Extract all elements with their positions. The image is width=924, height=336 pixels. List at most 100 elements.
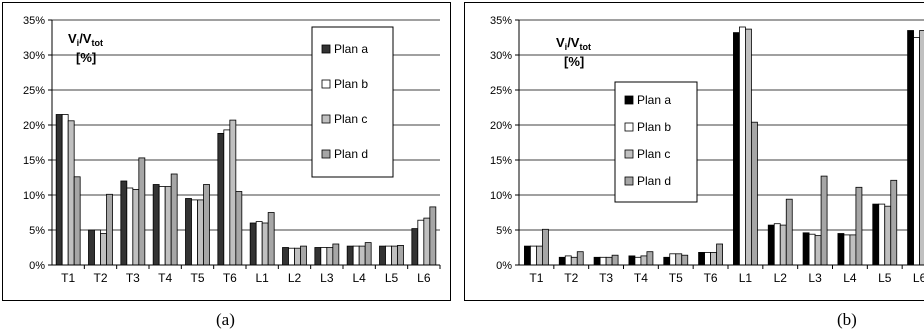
y-tick-label: 20%	[490, 120, 512, 132]
bar-T5-plan-c	[675, 253, 683, 266]
x-tick-label: T6	[223, 271, 237, 285]
bar-L4-plan-b	[352, 245, 360, 266]
bar-L5-plan-c	[391, 245, 398, 266]
bar-T5-plan-a	[663, 256, 671, 266]
y-title-main: V	[556, 35, 565, 50]
y-tick-label: 10%	[490, 190, 512, 202]
legend-label: Plan d	[637, 174, 671, 188]
bar-L4-plan-a	[837, 233, 845, 266]
bar-chart-b: 0% 5% 10% 15% 20% 25% 30% 35% T1 T2 T3 T4 T5 T6 L1 L2 L3…	[464, 2, 924, 301]
y-tick-label: 5%	[29, 225, 45, 237]
bar-L3-plan-a	[314, 247, 322, 266]
bar-L2-plan-b	[288, 247, 295, 266]
y-axis-unit: [%]	[76, 50, 96, 65]
bar-T6-plan-d	[235, 191, 243, 266]
y-title-slash: /V	[79, 31, 92, 46]
bar-L2-plan-b	[773, 223, 781, 266]
bar-T5-plan-d	[203, 184, 210, 266]
bar-L1-plan-d	[751, 121, 758, 266]
bar-T4-plan-a	[628, 255, 636, 266]
legend-label: Plan c	[334, 112, 367, 126]
y-title-main: V	[68, 31, 77, 46]
bar-T3-plan-d	[138, 157, 146, 266]
bar-L4-plan-d	[364, 242, 372, 266]
bar-T3-plan-a	[120, 180, 128, 266]
bar-L4-plan-c	[358, 245, 366, 266]
bar-L1-plan-c	[745, 28, 752, 266]
y-title-slash: /V	[567, 35, 580, 50]
caption-a: (a)	[216, 310, 235, 329]
x-tick-label: T2	[564, 271, 578, 285]
bar-T3-plan-d	[611, 254, 619, 266]
bar-chart-a: 0% 5% 10% 15% 20% 25% 30% 35% T1 T2 T3 T4 T5 T6 L1 L2 L3…	[2, 2, 451, 301]
bar-L2-plan-c	[294, 247, 301, 266]
bar-L1-plan-b	[739, 26, 746, 266]
bar-L6-plan-b	[417, 219, 425, 266]
bar-T4-plan-c	[164, 186, 172, 266]
bar-T3-plan-b	[126, 187, 134, 266]
bar-L2-plan-a	[282, 247, 289, 266]
x-tick-label: T3	[126, 271, 140, 285]
bar-T2-plan-b	[564, 255, 572, 266]
bar-L4-plan-d	[855, 186, 863, 266]
legend-swatch	[624, 95, 634, 105]
bar-L5-plan-c	[884, 205, 892, 266]
x-tick-label: T6	[704, 271, 718, 285]
bar-L6-plan-d	[429, 206, 437, 266]
bar-L3-plan-c	[326, 247, 334, 266]
bar-T3-plan-c	[605, 256, 613, 266]
bar-L4-plan-b	[843, 234, 851, 266]
bar-T4-plan-a	[152, 184, 160, 266]
legend-label: Plan d	[334, 147, 368, 161]
bar-L3-plan-d	[820, 175, 828, 266]
y-title-sub-tot: tot	[91, 38, 103, 48]
x-tick-label: L3	[808, 271, 822, 285]
bar-L3-plan-a	[802, 232, 810, 266]
x-tick-label: L2	[288, 271, 302, 285]
bar-L5-plan-a	[379, 245, 386, 266]
bar-T4-plan-b	[634, 256, 642, 266]
bar-L5-plan-b	[878, 203, 886, 266]
bar-T2-plan-d	[576, 251, 584, 266]
x-tick-label: L3	[320, 271, 334, 285]
bar-T5-plan-b	[669, 253, 677, 266]
bar-L6-plan-b	[913, 37, 920, 266]
legend-label: Plan a	[334, 42, 368, 56]
bar-L6-plan-c	[919, 30, 924, 266]
y-tick-label: 0%	[29, 260, 45, 272]
bar-T1-plan-d	[73, 176, 81, 266]
bar-T1-plan-a	[55, 114, 63, 266]
y-tick-label: 25%	[490, 85, 512, 97]
x-tick-label: T1	[61, 271, 75, 285]
bar-L6-plan-a	[411, 228, 419, 266]
legend-swatch	[624, 149, 634, 159]
x-tick-label: L2	[774, 271, 788, 285]
x-tick-label: L4	[352, 271, 366, 285]
bar-T2-plan-c	[570, 256, 578, 266]
bar-L2-plan-d	[785, 198, 793, 266]
x-tick-label: L6	[417, 271, 431, 285]
y-tick-label: 35%	[23, 15, 45, 27]
legend-swatch	[321, 149, 331, 159]
bar-T2-plan-c	[100, 233, 107, 266]
bar-T4-plan-d	[170, 173, 178, 266]
bar-T5-plan-a	[185, 198, 192, 266]
bar-T1-plan-c	[67, 120, 75, 266]
x-tick-label: L5	[878, 271, 892, 285]
bar-L2-plan-d	[300, 245, 307, 266]
legend-label: Plan b	[637, 120, 671, 134]
bar-L5-plan-b	[385, 245, 392, 266]
chart-panel-a: 0% 5% 10% 15% 20% 25% 30% 35% T1 T2 T3 T4 T5 T6 L1 L2 L3…	[0, 0, 455, 336]
bar-L2-plan-a	[767, 224, 775, 266]
bar-T1-plan-b	[61, 114, 69, 266]
bar-T1-plan-b	[530, 245, 537, 266]
bar-T6-plan-a	[698, 251, 705, 266]
bar-L3-plan-c	[814, 235, 822, 266]
bar-T1-plan-d	[542, 228, 549, 266]
bar-L4-plan-a	[346, 245, 354, 266]
chart-panel-b: 0% 5% 10% 15% 20% 25% 30% 35% T1 T2 T3 T4 T5 T6 L1 L2 L3…	[462, 0, 924, 336]
bar-L5-plan-d	[890, 179, 898, 266]
y-tick-label: 25%	[23, 85, 45, 97]
bar-T2-plan-b	[94, 229, 101, 266]
x-tick-label: L1	[739, 271, 753, 285]
